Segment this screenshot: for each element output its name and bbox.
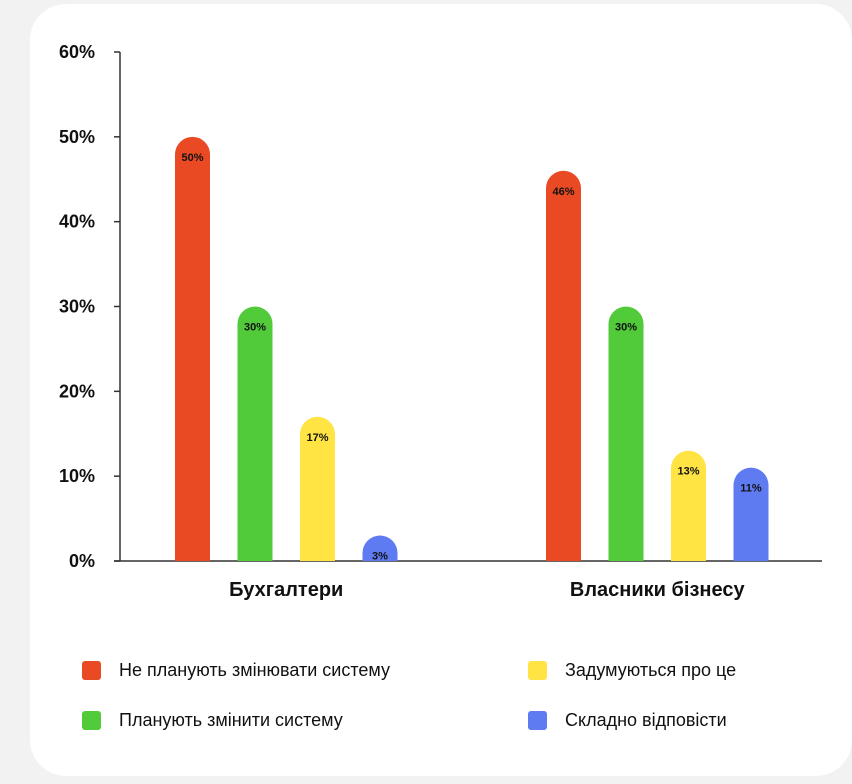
chart-card bbox=[30, 4, 852, 776]
bar bbox=[175, 136, 210, 562]
category-labels: Бухгалтери Власники бізнесу bbox=[229, 579, 745, 601]
y-tick-label: 10% bbox=[59, 466, 95, 486]
bar bbox=[362, 535, 398, 561]
bar bbox=[300, 416, 335, 561]
bars: 50% 30% 17% 3% 46% 30% 13% 11% bbox=[175, 136, 769, 563]
bar-value-label: 50% bbox=[181, 152, 203, 164]
y-tick-label: 20% bbox=[59, 381, 95, 401]
y-tick-label: 0% bbox=[69, 551, 95, 571]
bar-value-label: 17% bbox=[306, 432, 328, 444]
bar-value-label: 3% bbox=[372, 551, 388, 563]
bar bbox=[671, 450, 706, 561]
y-ticks: 0% 10% 20% 30% 40% 50% 60% bbox=[59, 42, 120, 571]
axes bbox=[114, 52, 822, 562]
bar-value-label: 11% bbox=[740, 483, 762, 495]
bar bbox=[608, 306, 644, 561]
y-tick-label: 40% bbox=[59, 212, 95, 232]
y-tick-label: 50% bbox=[59, 127, 95, 147]
bar-value-label: 13% bbox=[677, 466, 699, 478]
y-tick-label: 30% bbox=[59, 297, 95, 317]
category-label: Власники бізнесу bbox=[570, 579, 746, 601]
bar-value-label: 30% bbox=[244, 322, 266, 334]
bar-value-label: 46% bbox=[552, 186, 574, 198]
bar bbox=[733, 467, 769, 561]
y-tick-label: 60% bbox=[59, 42, 95, 62]
bar bbox=[237, 306, 273, 561]
bar-value-label: 30% bbox=[615, 322, 637, 334]
bar bbox=[546, 170, 581, 561]
category-label: Бухгалтери bbox=[229, 579, 343, 601]
